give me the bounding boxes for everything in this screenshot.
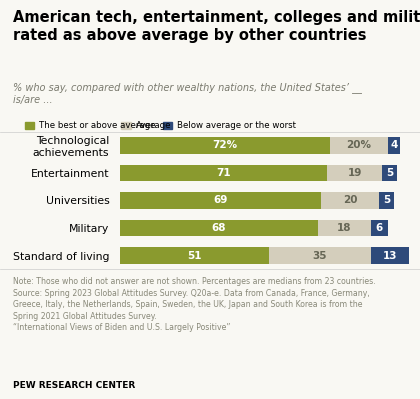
Text: % who say, compared with other wealthy nations, the United States’ __
is/are ...: % who say, compared with other wealthy n…	[13, 82, 362, 105]
Text: 18: 18	[337, 223, 352, 233]
Bar	[330, 137, 388, 154]
Bar	[318, 220, 371, 236]
Bar	[382, 165, 397, 181]
Text: The best or above average: The best or above average	[39, 121, 156, 130]
Text: PEW RESEARCH CENTER: PEW RESEARCH CENTER	[13, 381, 135, 390]
Bar	[380, 192, 394, 209]
Text: 51: 51	[187, 251, 201, 261]
Text: Average: Average	[136, 121, 171, 130]
Text: 68: 68	[212, 223, 226, 233]
Text: 19: 19	[347, 168, 362, 178]
Bar	[120, 220, 318, 236]
Text: American tech, entertainment, colleges and military
rated as above average by ot: American tech, entertainment, colleges a…	[13, 10, 420, 43]
Text: 5: 5	[386, 168, 394, 178]
Bar	[321, 192, 380, 209]
Text: Note: Those who did not answer are not shown. Percentages are medians from 23 co: Note: Those who did not answer are not s…	[13, 277, 375, 332]
Text: Below average or the worst: Below average or the worst	[177, 121, 297, 130]
Bar	[371, 247, 409, 264]
Text: 35: 35	[312, 251, 327, 261]
Bar	[120, 247, 268, 264]
Bar	[268, 247, 371, 264]
Text: 69: 69	[213, 196, 228, 205]
Text: 71: 71	[216, 168, 231, 178]
Text: 6: 6	[376, 223, 383, 233]
Bar	[371, 220, 388, 236]
Text: 20%: 20%	[346, 140, 372, 150]
Bar	[120, 137, 330, 154]
Text: 4: 4	[391, 140, 398, 150]
Bar	[388, 137, 400, 154]
Text: 72%: 72%	[212, 140, 237, 150]
Bar	[120, 192, 321, 209]
Text: 5: 5	[383, 196, 391, 205]
Bar	[327, 165, 382, 181]
Bar	[120, 165, 327, 181]
Text: 20: 20	[343, 196, 357, 205]
Text: 13: 13	[383, 251, 397, 261]
